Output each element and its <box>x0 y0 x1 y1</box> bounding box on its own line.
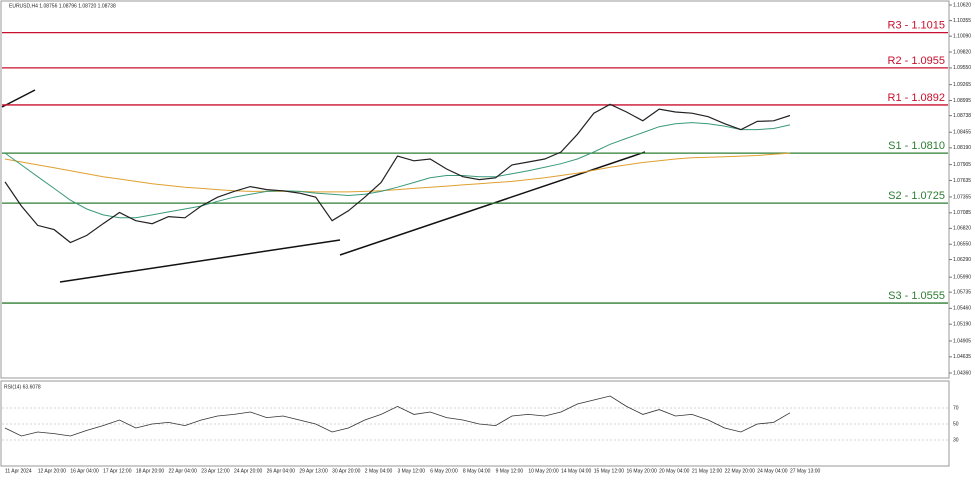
level-label: R2 - 1.0955 <box>888 55 945 67</box>
x-tick-label: 15 May 12:00 <box>594 468 625 474</box>
y-tick-label: 1.10355 <box>953 18 971 24</box>
y-tick-label: 1.09550 <box>953 65 971 71</box>
y-tick-label: 1.05190 <box>953 322 971 328</box>
trend-line <box>1 89 36 108</box>
y-tick-label: 1.07635 <box>953 178 971 184</box>
series-line <box>4 122 791 219</box>
x-tick-label: 29 Apr 13:00 <box>299 468 328 474</box>
x-tick-label: 22 Apr 04:00 <box>169 468 198 474</box>
x-tick-label: 8 May 04:00 <box>463 468 491 474</box>
y-tick-label: 1.07905 <box>953 162 971 168</box>
x-tick-label: 30 Apr 20:00 <box>332 468 361 474</box>
y-tick-label: 1.04635 <box>953 354 971 360</box>
y-tick-label: 1.08190 <box>953 145 971 151</box>
x-tick-label: 22 May 20:00 <box>725 468 756 474</box>
rsi-title: RSI(14) 63.6078 <box>4 384 41 390</box>
x-tick-label: 26 Apr 04:00 <box>267 468 296 474</box>
x-tick-label: 23 Apr 12:00 <box>201 468 230 474</box>
y-tick-label: 1.09265 <box>953 82 971 88</box>
y-tick-label: 1.07085 <box>953 210 971 216</box>
x-tick-label: 2 May 04:00 <box>365 468 393 474</box>
y-tick-label: 1.09820 <box>953 49 971 55</box>
level-label: S3 - 1.0555 <box>888 290 945 302</box>
x-tick-label: 20 May 04:00 <box>659 468 690 474</box>
trend-line <box>59 239 341 283</box>
y-tick-label: 70 <box>953 405 959 411</box>
level-label: S1 - 1.0810 <box>888 140 945 152</box>
y-tick-label: 1.07355 <box>953 194 971 200</box>
y-tick-label: 50 <box>953 421 959 427</box>
main-frame <box>0 0 950 379</box>
y-tick-label: 1.05460 <box>953 306 971 312</box>
x-tick-label: 14 May 04:00 <box>561 468 592 474</box>
x-tick-label: 18 Apr 20:00 <box>136 468 165 474</box>
y-tick-label: 1.04360 <box>953 370 971 376</box>
x-tick-label: 6 May 20:00 <box>430 468 458 474</box>
y-tick-label: 30 <box>953 437 959 443</box>
x-tick-label: 27 May 13:00 <box>790 468 821 474</box>
y-tick-label: 1.08995 <box>953 98 971 104</box>
x-tick-label: 3 May 12:00 <box>398 468 426 474</box>
level-label: S2 - 1.0725 <box>888 190 945 202</box>
chart-title: EURUSD,H4 1.08756 1.08796 1.08720 1.0873… <box>9 3 116 9</box>
y-tick-label: 1.10620 <box>953 2 971 8</box>
y-tick-label: 1.06290 <box>953 257 971 263</box>
x-tick-label: 17 Apr 12:00 <box>103 468 132 474</box>
level-label: R3 - 1.1015 <box>888 20 945 32</box>
x-tick-label: 16 Apr 04:00 <box>70 468 99 474</box>
y-tick-label: 1.08738 <box>953 113 971 119</box>
x-tick-label: 21 May 12:00 <box>692 468 723 474</box>
x-tick-label: 16 May 20:00 <box>626 468 657 474</box>
x-tick-label: 24 Apr 20:00 <box>234 468 263 474</box>
y-tick-label: 1.08455 <box>953 130 971 136</box>
rsi-frame <box>0 380 950 467</box>
series-line <box>4 395 791 437</box>
x-tick-label: 10 May 20:00 <box>528 468 559 474</box>
x-tick-label: 24 May 04:00 <box>757 468 788 474</box>
y-tick-label: 1.04905 <box>953 338 971 344</box>
x-tick-label: 11 Apr 2024 <box>5 468 32 474</box>
series-line <box>4 152 791 193</box>
y-tick-label: 1.06550 <box>953 242 971 248</box>
y-tick-label: 1.06820 <box>953 226 971 232</box>
series-line <box>4 103 791 244</box>
level-label: R1 - 1.0892 <box>888 92 945 104</box>
x-tick-label: 9 May 12:00 <box>496 468 524 474</box>
x-tick-label: 12 Apr 20:00 <box>38 468 67 474</box>
y-tick-label: 1.10090 <box>953 33 971 39</box>
y-tick-label: 1.05990 <box>953 275 971 281</box>
y-tick-label: 1.05735 <box>953 289 971 295</box>
